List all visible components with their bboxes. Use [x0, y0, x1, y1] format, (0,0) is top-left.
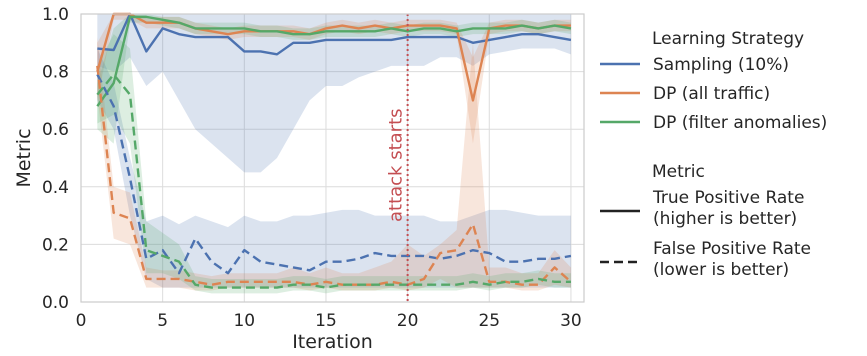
legend-label-tpr-note: (higher is better) [653, 209, 797, 229]
confidence-band [97, 48, 571, 288]
x-tick-label: 10 [233, 311, 255, 331]
confidence-band [97, 14, 571, 173]
y-tick-label: 0.6 [42, 120, 69, 140]
legend-label-fpr: False Positive Rate [653, 239, 811, 259]
legend-title-strategy: Learning Strategy [652, 29, 804, 49]
x-tick-label: 25 [478, 311, 500, 331]
y-tick-label: 0.4 [42, 178, 69, 198]
plot-frame [80, 13, 585, 303]
legend-label-dp-filter: DP (filter anomalies) [653, 113, 827, 133]
legend-label-tpr: True Positive Rate [652, 188, 804, 208]
confidence-bands [97, 14, 571, 294]
legend-title-metric: Metric [652, 162, 705, 182]
x-tick-label: 20 [397, 311, 419, 331]
x-tick-label: 30 [560, 311, 582, 331]
x-tick-label: 0 [76, 311, 87, 331]
x-axis-label: Iteration [292, 331, 373, 353]
attack-annotation: attack starts [386, 14, 409, 302]
legend-label-fpr-note: (lower is better) [653, 260, 789, 280]
series-line-tpr [96, 15, 572, 107]
confidence-band [97, 37, 571, 291]
x-tick-label: 15 [315, 311, 337, 331]
axes: 0 5 10 15 20 25 30 0.0 0.2 0.4 0.6 0.8 1.0 [42, 5, 585, 331]
series-line-tpr [97, 12, 572, 56]
y-tick-label: 0.8 [42, 63, 69, 83]
series-line-fpr [96, 65, 572, 286]
legend: Learning Strategy Sampling (10%) DP (all… [600, 29, 827, 280]
x-tick-label: 5 [157, 311, 168, 331]
y-tick-label: 0.2 [42, 235, 69, 255]
y-tick-label: 1.0 [42, 5, 69, 25]
attack-label: attack starts [386, 108, 407, 222]
y-tick-label: 0.0 [42, 293, 69, 313]
series-lines [96, 12, 572, 289]
y-axis-label: Metric [13, 128, 35, 187]
series-line-fpr [96, 73, 571, 289]
legend-label-sampling: Sampling (10%) [653, 55, 789, 75]
legend-label-dp-all: DP (all traffic) [653, 84, 770, 104]
series-line-fpr [96, 73, 572, 275]
